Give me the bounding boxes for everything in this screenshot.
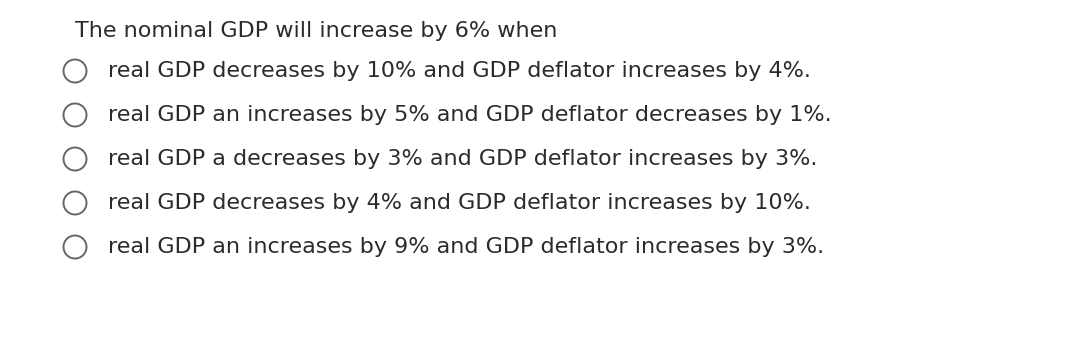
- Text: real GDP decreases by 4% and GDP deflator increases by 10%.: real GDP decreases by 4% and GDP deflato…: [108, 193, 811, 213]
- Text: real GDP decreases by 10% and GDP deflator increases by 4%.: real GDP decreases by 10% and GDP deflat…: [108, 61, 811, 81]
- Text: real GDP an increases by 9% and GDP deflator increases by 3%.: real GDP an increases by 9% and GDP defl…: [108, 237, 824, 257]
- Text: The nominal GDP will increase by 6% when: The nominal GDP will increase by 6% when: [75, 21, 557, 41]
- Text: real GDP an increases by 5% and GDP deflator decreases by 1%.: real GDP an increases by 5% and GDP defl…: [108, 105, 832, 125]
- Text: real GDP a decreases by 3% and GDP deflator increases by 3%.: real GDP a decreases by 3% and GDP defla…: [108, 149, 818, 169]
